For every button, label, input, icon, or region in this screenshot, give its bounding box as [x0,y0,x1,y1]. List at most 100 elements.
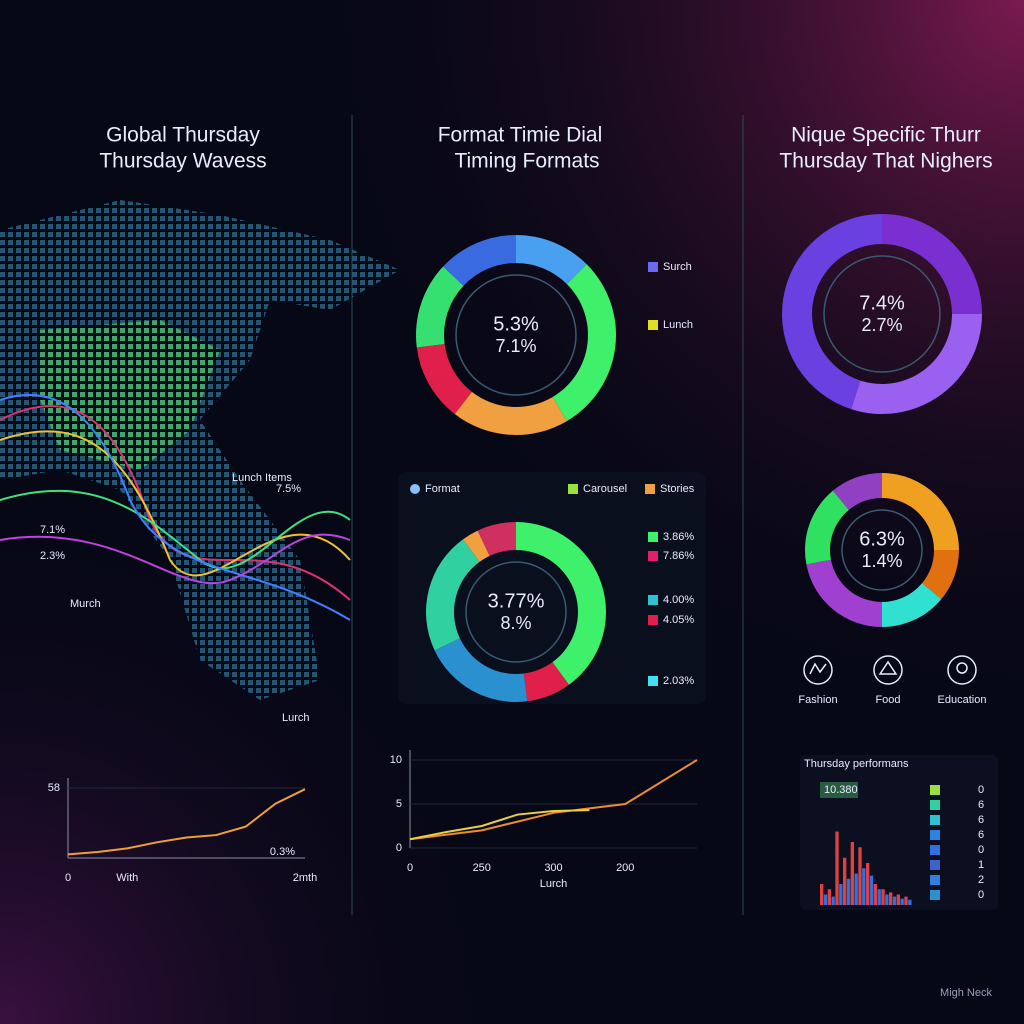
bar [820,884,824,905]
donut-segment [851,314,982,414]
panel-title: Timing Formats [454,150,599,173]
donut-segment [805,490,849,565]
legend-swatch [648,262,658,272]
bar [827,889,831,905]
panel-title: Format Timie Dial [438,124,603,147]
donut-segment [552,264,616,422]
bar [877,889,881,905]
legend-swatch [648,595,658,605]
center-label: 8.% [500,613,531,633]
bar [869,875,874,905]
list-value: 6 [978,829,984,841]
legend-label: 2.03% [663,675,694,687]
list-swatch [930,860,940,870]
legend-label: Stories [660,483,695,495]
center-label: 1.4% [861,551,902,571]
donut-ring [823,255,941,373]
legend-swatch [648,320,658,330]
list-swatch [930,800,940,810]
donut-segment [416,266,464,348]
donut-ring [455,274,577,396]
donut-segment [882,214,982,314]
map-label: 7.1% [40,524,65,536]
panel-title: Global Thursday [106,124,260,147]
x-tick-label: With [116,872,138,884]
y-tick-label: 58 [48,782,60,794]
x-tick-label: 0 [65,872,71,884]
icon-label: Food [875,694,900,706]
donut-segment [477,522,516,556]
list-value: 0 [978,784,984,796]
donut-segment [806,559,882,627]
center-label: 3.77% [488,590,545,612]
donut-segment [416,344,472,415]
bar [904,896,908,905]
bar [835,831,839,905]
annotation: 0.3% [270,846,295,858]
bar [839,884,843,905]
card [398,472,706,704]
x-tick-label: 250 [473,862,491,874]
legend-label: 4.05% [663,614,694,626]
icon-label: Fashion [798,694,837,706]
annotation-box [820,782,858,798]
line [409,759,698,841]
legend-swatch [648,615,658,625]
map-label: 2.3% [40,550,65,562]
panel-title: Thursday That Nighers [779,150,992,173]
legend-label: 4.00% [663,594,694,606]
center-label: 6.3% [859,528,905,550]
bar [831,896,835,905]
legend-label: Lunch [663,319,693,331]
center-label: 2.7% [861,315,902,335]
bar [896,894,900,905]
x-tick-label: 2mth [293,872,317,884]
donut-segment [434,638,528,703]
bar [881,889,885,905]
bar [846,878,851,905]
annotation: 10.380 [824,784,858,796]
list-value: 0 [978,889,984,901]
donut-ring [841,509,923,591]
legend-swatch [410,484,420,494]
legend-swatch [568,484,578,494]
list-value: 6 [978,799,984,811]
donut-segment [882,473,959,550]
waves [0,394,351,621]
donut-segment [443,235,516,286]
map-label: 7.5% [276,483,301,495]
bar [900,898,904,905]
list-swatch [930,845,940,855]
legend-swatch [648,532,658,542]
x-tick-label: 300 [544,862,562,874]
donut-segment [516,235,587,285]
center-label: 7.1% [495,336,536,356]
list-value: 0 [978,844,984,856]
y-tick-label: 10 [390,754,402,766]
center-label: 7.4% [859,292,905,314]
list-value: 1 [978,859,984,871]
bar [843,857,847,905]
legend-label: Format [425,483,460,495]
bar [908,899,912,905]
bar [873,884,877,905]
donut-segment [832,473,882,510]
bar [862,868,866,905]
map-label: Murch [70,598,101,610]
x-axis-label: Lurch [540,878,568,890]
legend-label: 7.86% [663,550,694,562]
list-swatch [930,815,940,825]
x-tick-label: 200 [616,862,634,874]
panel-title: Thursday Wavess [99,150,266,173]
list-swatch [930,875,940,885]
card [800,755,998,910]
list-swatch [930,890,940,900]
legend-swatch [648,676,658,686]
bar [858,847,862,905]
donut-ring [465,561,567,663]
list-value: 6 [978,814,984,826]
donut-segment [454,391,567,435]
center-label: 5.3% [493,313,539,335]
map-label: Lurch [282,712,310,724]
